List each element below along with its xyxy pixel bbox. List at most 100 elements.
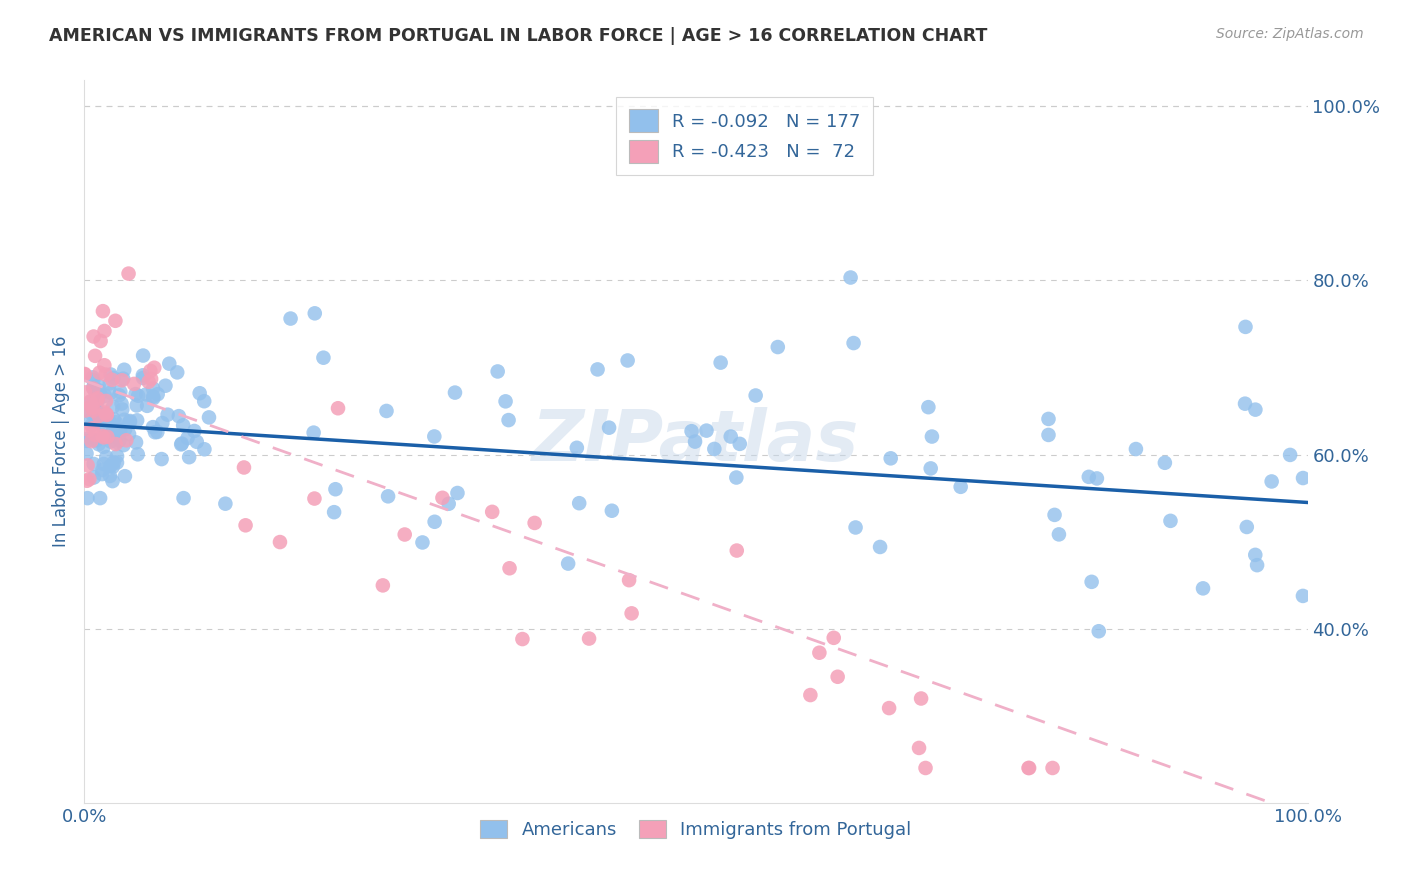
Point (586, 362, 609, 376)
Point (157, 357, 180, 371)
Point (620, 607, 643, 621)
Y-axis label: In Labor Force | Age > 16: In Labor Force | Age > 16 (52, 335, 70, 548)
Point (82, 380, 104, 394)
Point (86, 411, 108, 425)
Point (1043, 508, 1066, 522)
Point (80, 412, 103, 426)
Point (90, 415, 112, 429)
Point (920, 461, 942, 475)
Point (1292, 471, 1315, 485)
Point (111, 402, 134, 417)
Point (75, 432, 97, 446)
Point (124, 387, 146, 401)
Point (869, 540, 891, 554)
Point (156, 408, 179, 422)
Point (83, 457, 105, 471)
Point (75, 385, 97, 400)
Point (423, 515, 446, 529)
Point (96, 429, 118, 443)
Point (104, 437, 127, 451)
Point (87, 405, 110, 419)
Point (1077, 470, 1099, 484)
Point (104, 314, 127, 328)
Point (96, 430, 118, 444)
Point (76, 446, 98, 460)
Point (127, 413, 149, 427)
Point (96, 450, 118, 464)
Point (139, 364, 162, 378)
Point (79, 394, 101, 409)
Point (725, 470, 748, 484)
Point (1246, 558, 1268, 573)
Point (235, 518, 257, 533)
Point (112, 372, 135, 386)
Point (82, 382, 104, 396)
Point (79, 405, 101, 419)
Point (112, 438, 135, 452)
Point (710, 356, 733, 370)
Point (100, 434, 122, 449)
Point (423, 429, 446, 443)
Point (166, 365, 188, 379)
Point (86, 413, 108, 427)
Point (188, 386, 211, 401)
Point (176, 431, 198, 445)
Point (578, 632, 600, 646)
Point (82, 370, 104, 384)
Point (91, 463, 114, 477)
Point (617, 573, 640, 587)
Point (695, 424, 717, 438)
Point (725, 543, 748, 558)
Point (150, 416, 173, 430)
Point (170, 436, 193, 450)
Point (173, 491, 195, 505)
Point (565, 441, 588, 455)
Point (280, 311, 302, 326)
Point (90, 334, 112, 348)
Point (73, 368, 96, 382)
Point (87, 409, 110, 423)
Point (104, 415, 127, 429)
Point (83, 470, 105, 484)
Point (101, 425, 124, 439)
Point (481, 505, 503, 519)
Point (823, 631, 845, 645)
Point (89, 491, 111, 505)
Point (498, 561, 520, 575)
Point (101, 474, 124, 488)
Point (167, 409, 190, 424)
Point (101, 417, 124, 432)
Point (125, 399, 148, 413)
Point (304, 306, 326, 320)
Point (91, 429, 114, 443)
Point (132, 368, 155, 383)
Point (94, 368, 117, 382)
Point (101, 400, 124, 414)
Point (118, 414, 141, 428)
Point (269, 535, 291, 549)
Point (127, 447, 149, 461)
Point (523, 516, 546, 530)
Point (80, 417, 103, 432)
Point (744, 388, 766, 402)
Point (86, 392, 108, 407)
Point (101, 459, 124, 474)
Point (76, 434, 98, 448)
Point (1234, 397, 1257, 411)
Point (105, 456, 128, 470)
Point (125, 435, 148, 450)
Point (598, 420, 620, 434)
Point (86, 434, 108, 448)
Point (100, 368, 122, 382)
Point (1159, 514, 1181, 528)
Point (170, 437, 193, 451)
Point (1260, 475, 1282, 489)
Point (375, 404, 398, 418)
Point (103, 412, 125, 426)
Text: Source: ZipAtlas.com: Source: ZipAtlas.com (1216, 27, 1364, 41)
Point (93, 430, 115, 444)
Point (83, 417, 105, 431)
Point (118, 427, 141, 442)
Point (80, 394, 103, 409)
Point (108, 388, 131, 402)
